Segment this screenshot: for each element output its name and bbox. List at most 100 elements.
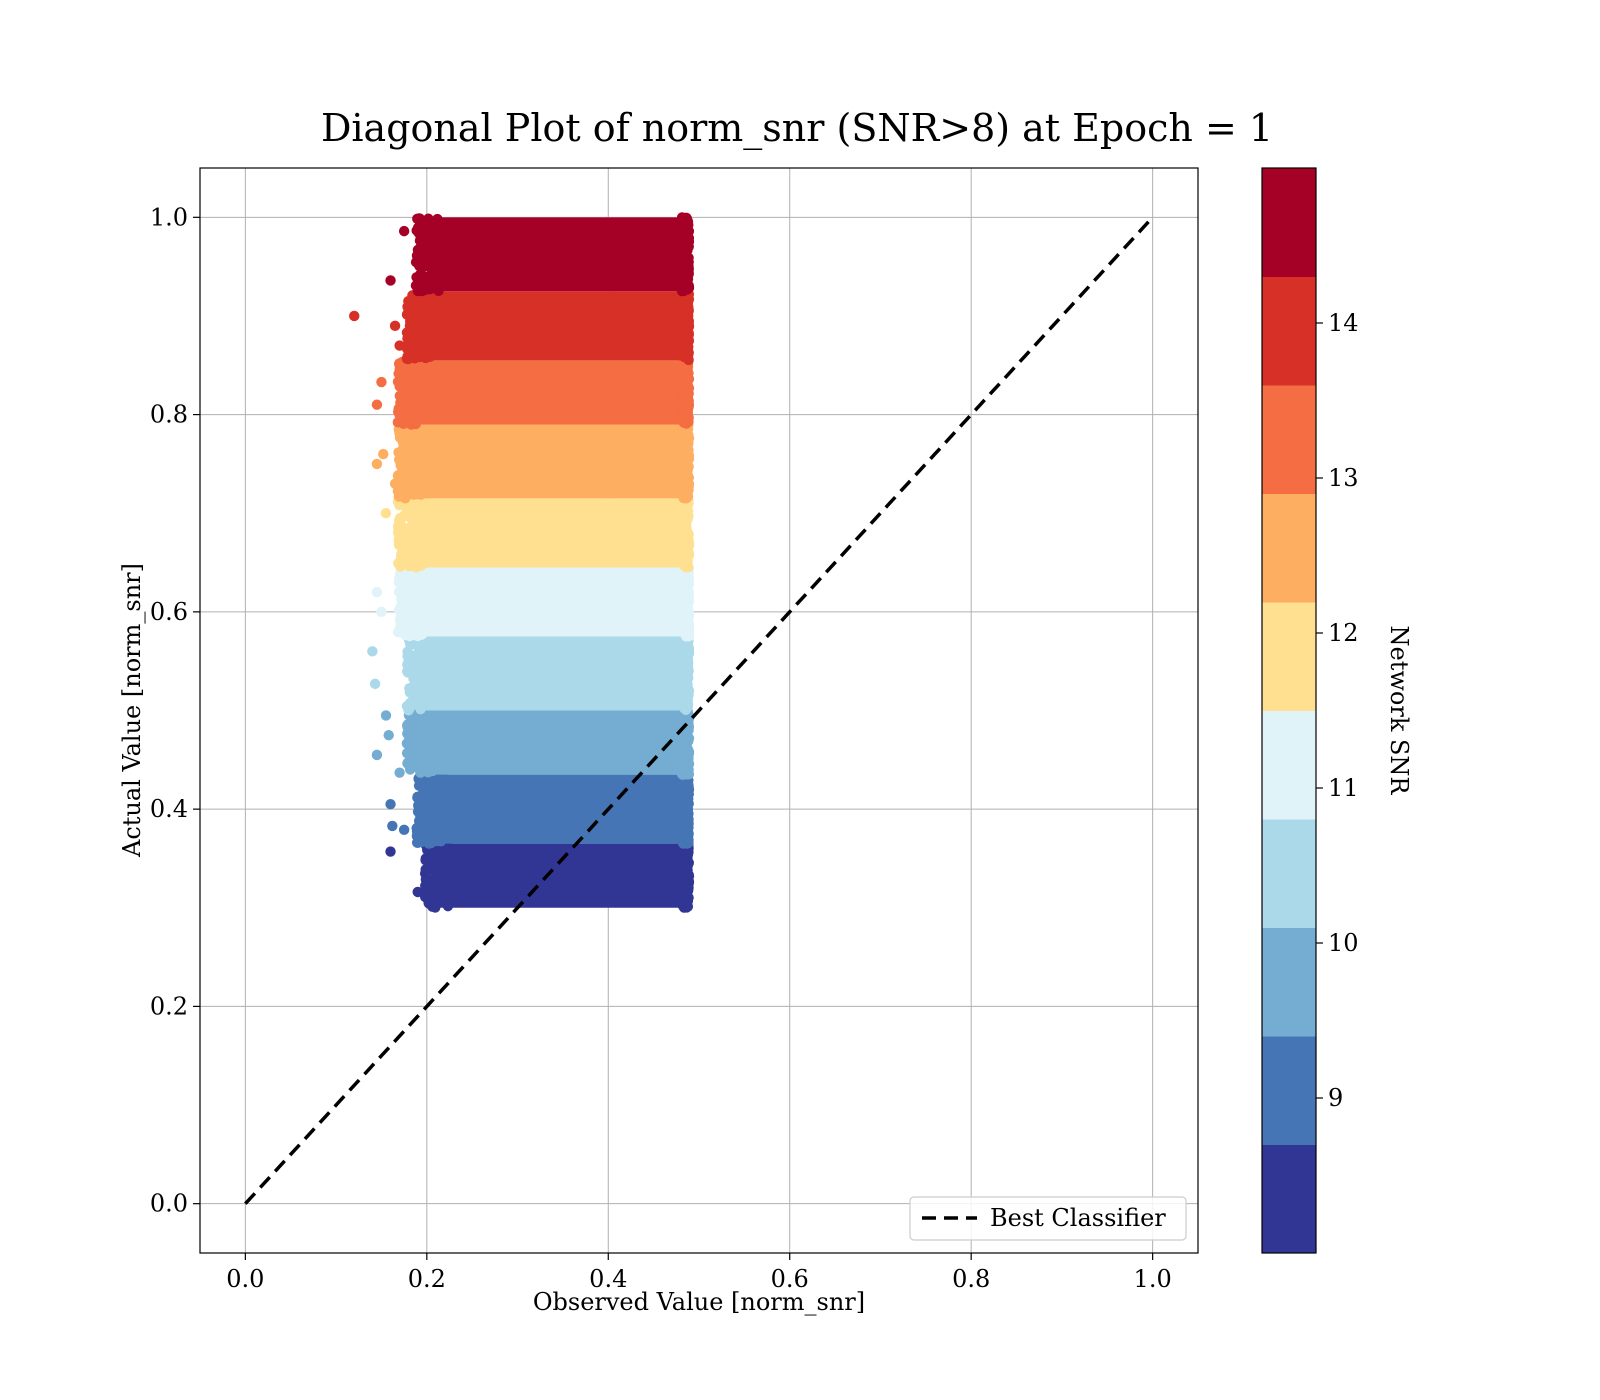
scatter-point xyxy=(387,820,398,832)
colorbar-segment xyxy=(1262,168,1316,277)
scatter-point xyxy=(678,666,689,678)
scatter-point xyxy=(413,284,425,296)
scatter-point xyxy=(424,777,436,789)
scatter-point xyxy=(404,370,416,381)
scatter-point xyxy=(435,250,447,262)
scatter-point xyxy=(417,543,428,554)
scatter-point xyxy=(682,835,694,846)
scatter-point xyxy=(412,792,424,803)
scatter-point xyxy=(436,797,448,809)
best-classifier-line xyxy=(244,216,1154,1205)
scatter-point xyxy=(411,488,423,499)
chart-title: Diagonal Plot of norm_snr (SNR>8) at Epo… xyxy=(321,106,1273,151)
scatter-point xyxy=(678,363,690,375)
scatter-point xyxy=(392,470,404,481)
y-axis-label: Actual Value [norm_snr] xyxy=(118,563,146,858)
scatter-point xyxy=(427,751,439,763)
x-axis-label: Observed Value [norm_snr] xyxy=(533,1288,865,1316)
scatter-point xyxy=(402,351,413,362)
y-tick-label: 0.6 xyxy=(150,598,188,626)
scatter-point xyxy=(393,515,405,526)
scatter-point xyxy=(676,646,688,657)
scatter-point xyxy=(394,767,405,778)
scatter-point xyxy=(683,334,694,345)
colorbar-segment xyxy=(1262,602,1316,711)
scatter-point xyxy=(402,332,413,344)
scatter-point xyxy=(683,798,694,809)
scatter-point xyxy=(443,865,455,876)
scatter-point xyxy=(427,740,439,752)
colorbar-tick-label: 11 xyxy=(1328,774,1359,802)
scatter-point xyxy=(409,385,420,396)
scatter-point xyxy=(679,824,690,836)
scatter-point xyxy=(682,313,693,324)
scatter-point xyxy=(401,510,413,522)
scatter-point xyxy=(682,901,694,912)
scatter-point xyxy=(401,747,413,759)
scatter-point xyxy=(682,622,693,633)
scatter-point xyxy=(679,808,690,819)
scatter-point xyxy=(420,352,431,364)
scatter-point xyxy=(385,275,396,286)
colorbar-segment xyxy=(1262,1036,1316,1145)
scatter-point xyxy=(682,596,693,608)
scatter-point xyxy=(681,575,692,586)
scatter-point xyxy=(412,886,423,898)
scatter-point xyxy=(433,285,444,297)
scatter-point xyxy=(678,385,690,397)
scatter-point xyxy=(682,760,693,771)
y-tick-label: 0.8 xyxy=(150,401,188,429)
scatter-point xyxy=(404,687,416,698)
scatter-point xyxy=(414,477,425,489)
scatter-band xyxy=(426,774,686,844)
scatter-point xyxy=(437,226,448,237)
scatter-point xyxy=(418,812,430,824)
y-tick-label: 1.0 xyxy=(150,203,188,231)
scatter-band xyxy=(408,567,686,637)
colorbar-tick-label: 13 xyxy=(1328,464,1359,492)
scatter-point xyxy=(419,526,431,537)
scatter-point xyxy=(376,376,387,388)
scatter-point xyxy=(418,601,430,613)
colorbar-tick-label: 9 xyxy=(1328,1084,1343,1112)
scatter-point xyxy=(678,587,689,598)
colorbar-segment xyxy=(1262,927,1316,1037)
scatter-point xyxy=(403,705,414,716)
colorbar-label: Network SNR xyxy=(1385,626,1413,796)
scatter-point xyxy=(393,523,404,534)
scatter-point xyxy=(392,376,404,387)
scatter-point xyxy=(682,683,693,694)
colorbar-tick-label: 10 xyxy=(1328,929,1359,957)
scatter-point xyxy=(399,383,410,395)
scatter-band xyxy=(417,636,686,711)
scatter-point xyxy=(424,710,435,722)
x-tick-label: 0.0 xyxy=(226,1265,264,1293)
scatter-point xyxy=(404,625,416,637)
scatter-point xyxy=(428,327,440,339)
scatter-point xyxy=(679,217,691,228)
x-tick-label: 1.0 xyxy=(1134,1265,1172,1293)
scatter-point xyxy=(681,372,693,384)
scatter-point xyxy=(376,606,387,618)
scatter-point xyxy=(398,225,410,237)
legend-box xyxy=(909,1196,1187,1241)
scatter-point xyxy=(419,666,430,677)
plot-frame xyxy=(199,167,1199,1254)
colorbar-segment xyxy=(1262,385,1316,494)
scatter-band xyxy=(417,710,686,775)
scatter-point xyxy=(418,294,429,306)
scatter-point xyxy=(421,320,432,331)
scatter-point xyxy=(682,491,694,502)
scatter-point xyxy=(683,478,695,489)
scatter-point xyxy=(410,699,421,710)
scatter-point xyxy=(411,722,422,734)
scatter-point xyxy=(426,260,438,272)
scatter-point xyxy=(393,586,405,598)
scatter-point xyxy=(677,398,688,409)
scatter-point xyxy=(408,416,420,428)
scatter-point xyxy=(429,274,440,285)
colorbar: 9 10 11 12 13 14 xyxy=(1261,167,1359,1254)
scatter-point xyxy=(432,878,443,890)
scatter-band xyxy=(417,291,686,361)
scatter-point xyxy=(415,684,427,695)
